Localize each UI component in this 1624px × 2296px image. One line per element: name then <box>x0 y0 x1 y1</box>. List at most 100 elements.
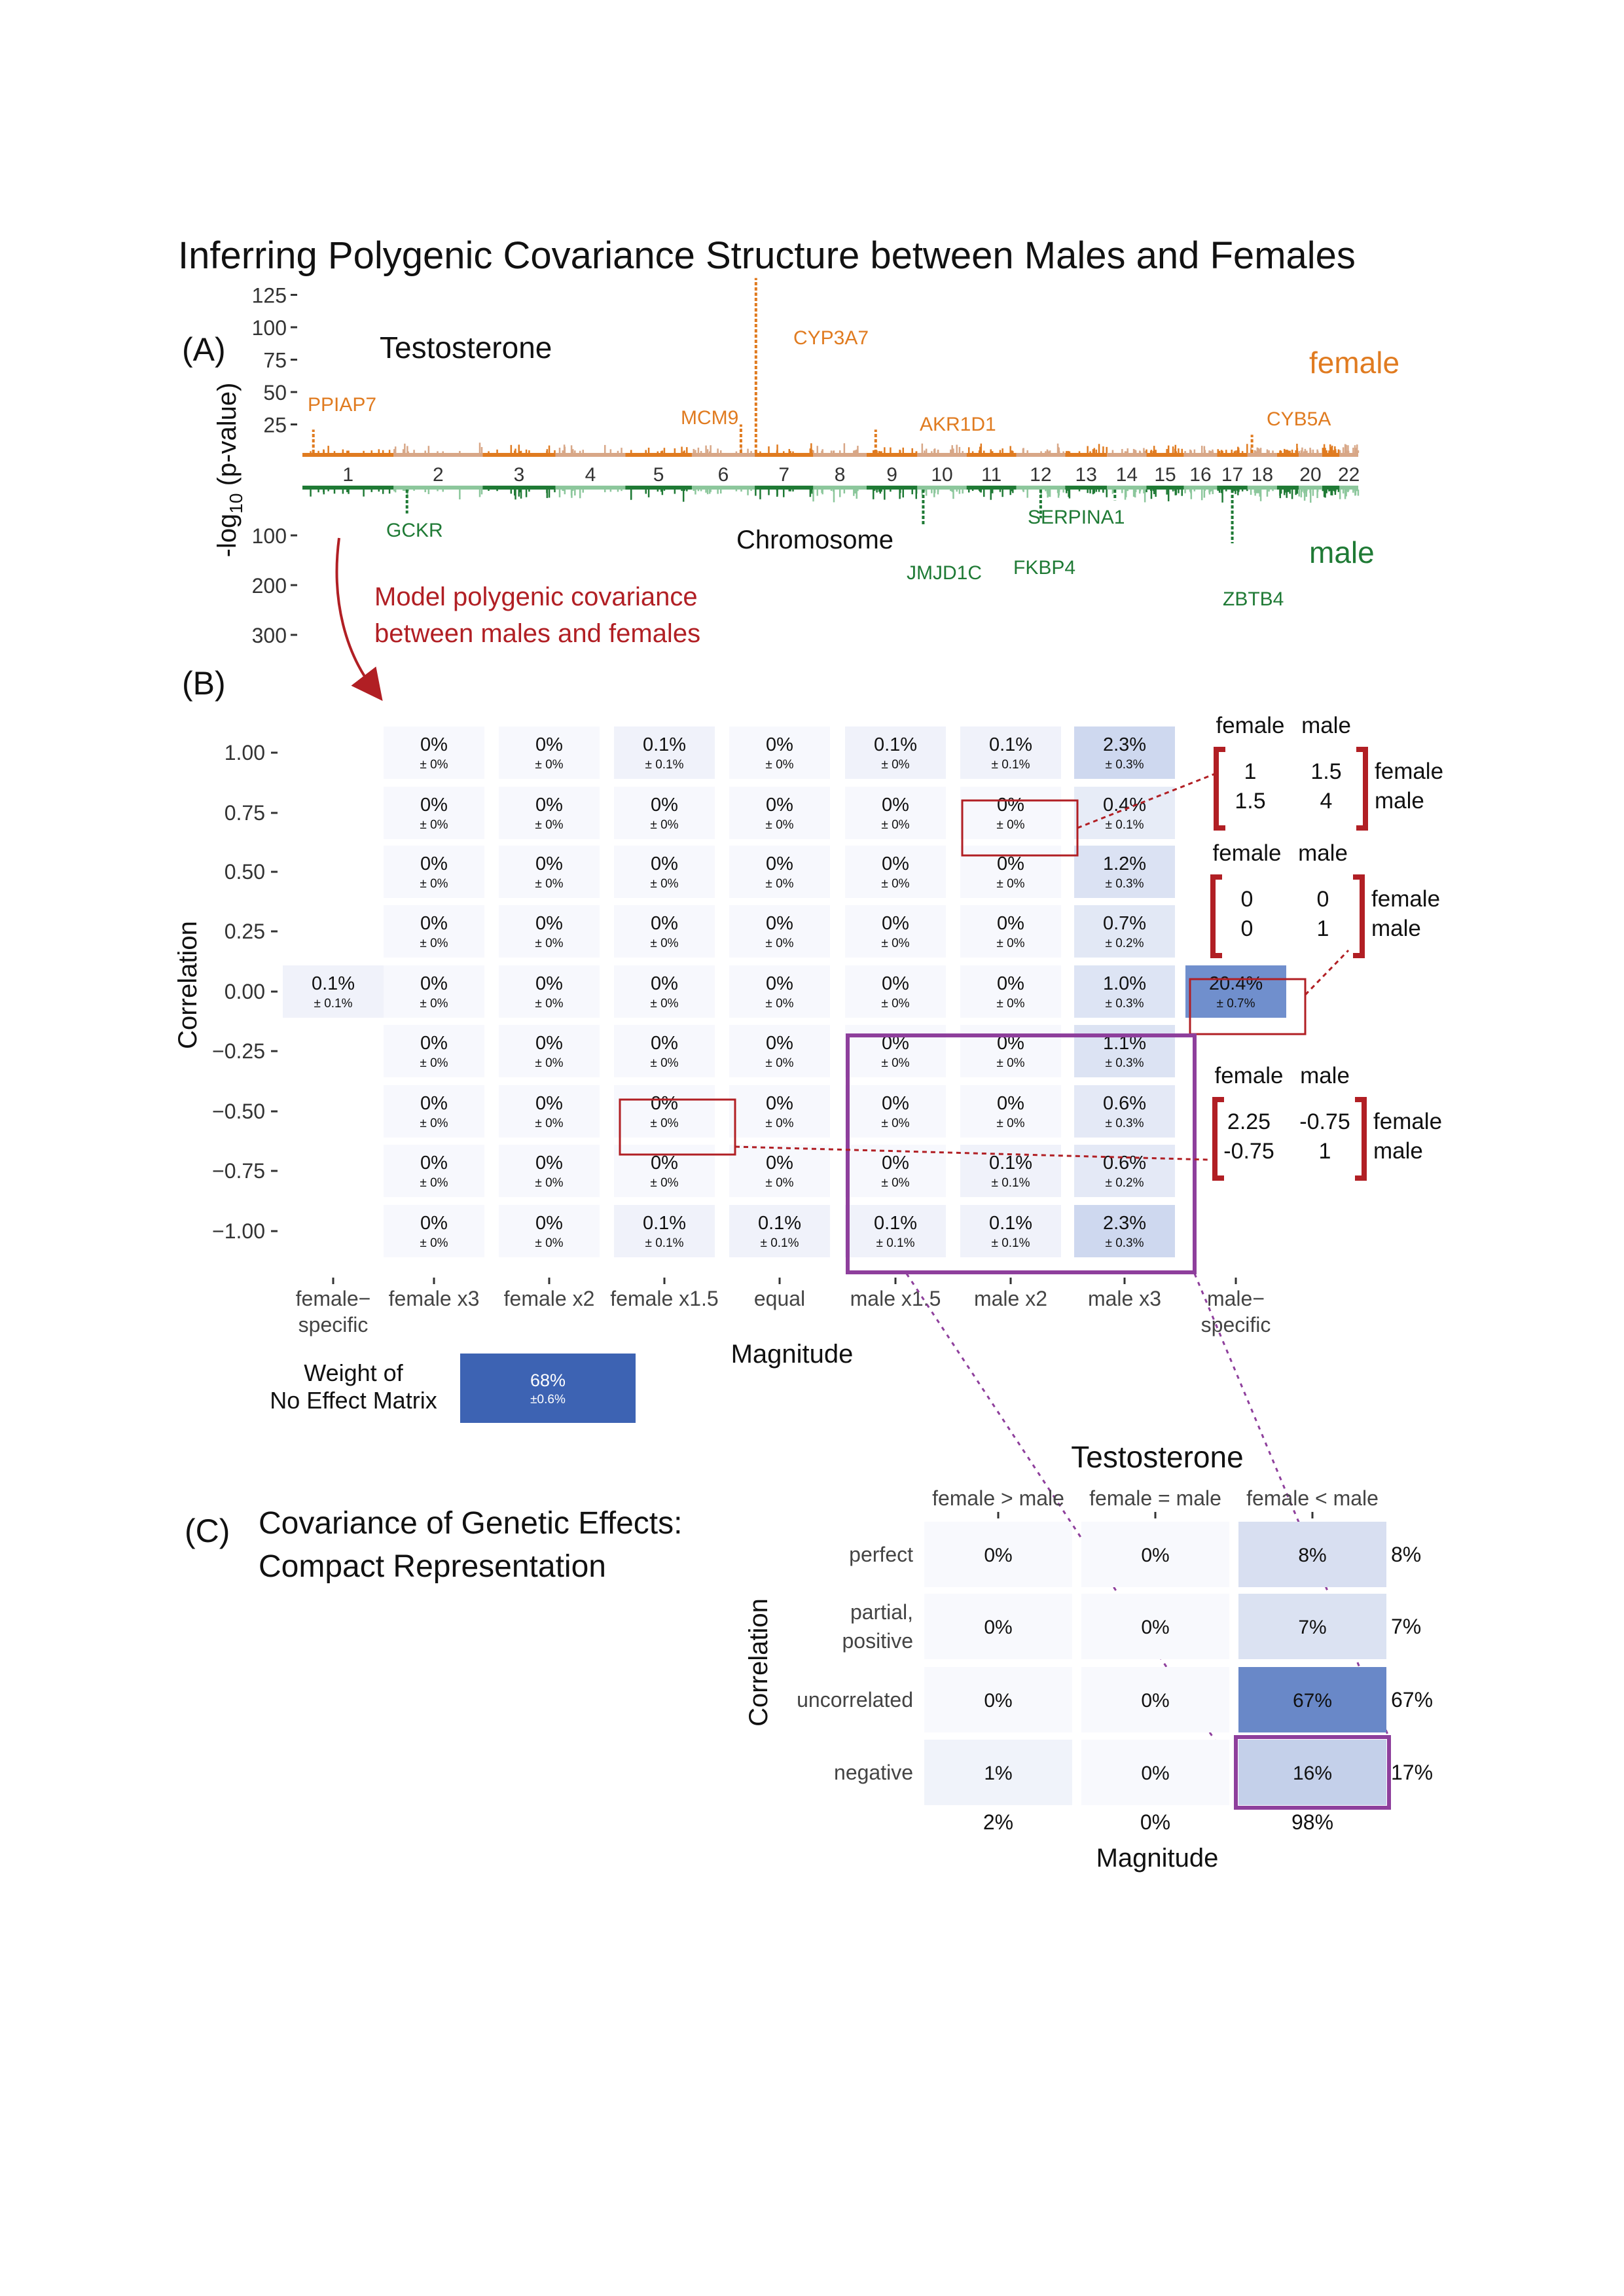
heat-cell-value: 0.1% <box>989 1153 1032 1174</box>
male-chromosome-band <box>1339 486 1358 490</box>
matrix-entry: 0 <box>1241 916 1254 941</box>
heat-cell <box>729 1025 830 1077</box>
heat-cell <box>729 905 830 958</box>
female-chromosome-band <box>1183 453 1218 457</box>
male-chromosome-band <box>1276 486 1299 490</box>
heat-cell-value: 0% <box>882 853 909 874</box>
heat-cell <box>499 1205 600 1257</box>
heat-cell-error: ± 0% <box>420 758 448 772</box>
connector-3 <box>734 1145 1212 1161</box>
heat-cell-error: ± 0% <box>650 1117 678 1130</box>
y-tick-label: 1.00 <box>225 741 265 764</box>
male-chromosome-band <box>1322 486 1340 490</box>
model-note-line: between males and females <box>374 619 700 648</box>
y-tick-label-top: 75 <box>263 349 287 372</box>
heat-cell-value: 0% <box>766 853 793 874</box>
heat-cell-error: ± 0.3% <box>1105 997 1144 1011</box>
heat-cell-error: ± 0% <box>765 1056 793 1070</box>
heat-cell <box>1074 1085 1175 1138</box>
heat-cell <box>729 1145 830 1197</box>
matrix-right-bracket <box>1356 747 1368 831</box>
heat-cell-error: ± 0% <box>420 937 448 950</box>
x-axis-label: Magnitude <box>731 1340 854 1369</box>
y-tick-label: −1.00 <box>212 1219 265 1243</box>
compact-cell <box>1238 1594 1386 1659</box>
heat-cell-value: 0% <box>766 1033 793 1054</box>
purple-connector-right <box>1193 1273 1389 1735</box>
heatmap-b-annotations: female male 1 1.5 female 1.5 4 male female male 0 0… <box>619 713 1443 1755</box>
compact-cell <box>1238 1522 1386 1587</box>
heat-cell <box>384 1205 484 1257</box>
heat-cell-error: ± 0% <box>535 1236 563 1250</box>
heat-cell <box>845 965 946 1018</box>
heat-cell-error: ± 0% <box>535 1117 563 1130</box>
male-chromosome-band <box>1247 486 1277 490</box>
y-tick-label: −0.25 <box>212 1039 265 1063</box>
row-total: 67% <box>1391 1688 1433 1712</box>
female-chromosome-band <box>866 453 918 457</box>
heat-cell-error: ± 0% <box>996 937 1024 950</box>
heat-cell-error: ± 0% <box>881 818 909 832</box>
heat-cell-value: 0.7% <box>1103 913 1146 934</box>
heat-cell-value: 0.1% <box>643 1213 686 1234</box>
chromosome-tick-label: 13 <box>1075 464 1097 486</box>
heat-cell-error: ± 0% <box>420 1117 448 1130</box>
heat-cell-value: 0% <box>535 973 563 994</box>
male-chromosome-band <box>1217 486 1248 490</box>
row-total: 8% <box>1391 1543 1421 1566</box>
chromosome-tick-label: 2 <box>433 464 444 486</box>
compact-cell-value: 0% <box>1141 1617 1169 1638</box>
heat-cell <box>384 1145 484 1197</box>
female-chromosome-band <box>1298 453 1322 457</box>
heat-cell <box>729 1205 830 1257</box>
heat-cell <box>614 846 715 898</box>
heat-cell-error: ± 0% <box>535 1056 563 1070</box>
heat-cell-error: ± 0% <box>535 877 563 891</box>
heat-cell <box>499 726 600 779</box>
heat-cell-error: ± 0% <box>765 1117 793 1130</box>
heat-cell-value: 2.3% <box>1103 1213 1146 1234</box>
y-axis-label: Correlation <box>173 921 202 1049</box>
female-chromosome-band <box>1217 453 1248 457</box>
heat-cell-value: 0.1% <box>989 1213 1032 1234</box>
compact-row-label: negative <box>834 1761 913 1784</box>
no-effect-label-line: Weight of <box>304 1359 403 1386</box>
heat-cell-value: 0% <box>535 1153 563 1174</box>
heat-cell-value: 0% <box>651 1093 678 1114</box>
matrix-left-bracket <box>1210 874 1222 958</box>
chromosome-tick-label: 14 <box>1116 464 1138 486</box>
matrix-col-header: male <box>1300 1063 1350 1088</box>
heat-cell-error: ± 0% <box>881 1117 909 1130</box>
heat-cell-value: 0% <box>420 1093 448 1114</box>
chromosome-tick-label: 15 <box>1154 464 1176 486</box>
y-tick-label: −0.50 <box>212 1100 265 1123</box>
heat-cell-value: 0.1% <box>312 973 355 994</box>
heat-cell-error: ± 0.1% <box>991 758 1030 772</box>
compact-cell <box>1081 1667 1229 1732</box>
heat-cell <box>729 846 830 898</box>
heat-cell <box>499 787 600 839</box>
heat-cell-value: 0% <box>420 795 448 816</box>
y-tick-label-bottom: 200 <box>252 574 287 598</box>
heat-cell-error: ± 0.1% <box>760 1236 799 1250</box>
heat-cell-error: ± 0% <box>535 818 563 832</box>
heat-cell-error: ± 0.2% <box>1105 937 1144 950</box>
chromosome-tick-label: 11 <box>981 464 1001 486</box>
heat-cell-error: ± 0% <box>420 1176 448 1190</box>
matrix-right-bracket <box>1353 874 1365 958</box>
female-gene-label: CYP3A7 <box>793 327 869 349</box>
heat-cell <box>729 1085 830 1138</box>
heat-cell <box>614 905 715 958</box>
heat-cell-value: 0% <box>766 1093 793 1114</box>
heat-cell-error: ± 0.7% <box>1216 997 1255 1011</box>
male-chromosome-band <box>1146 486 1184 490</box>
chromosome-tick-label: 4 <box>585 464 596 486</box>
y-tick-label: 0.75 <box>225 801 265 825</box>
matrix-entry: -0.75 <box>1223 1139 1274 1164</box>
chromosome-tick-label: 5 <box>653 464 664 486</box>
heat-cell <box>960 846 1061 898</box>
x-tick-label: female x2 <box>504 1287 595 1310</box>
heat-cell <box>1074 1205 1175 1257</box>
female-chromosome-band <box>482 453 556 457</box>
matrix-entry: 1 <box>1317 916 1329 941</box>
